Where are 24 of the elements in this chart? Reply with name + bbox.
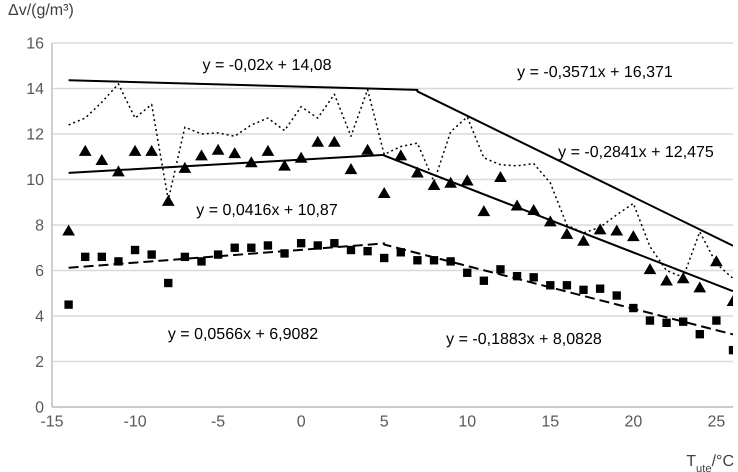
x-tick-label: 25 bbox=[707, 413, 726, 430]
annotation: y = 0,0566x + 6,9082 bbox=[168, 326, 318, 343]
y-tick-label: 4 bbox=[35, 308, 44, 326]
x-tick-label: -5 bbox=[210, 413, 226, 430]
x-tick-label: 15 bbox=[541, 413, 560, 430]
x-tick-label: 20 bbox=[624, 413, 642, 430]
y-tick-label: 8 bbox=[35, 218, 44, 235]
x-tick-label: 5 bbox=[380, 413, 389, 430]
x-tick-label: -10 bbox=[123, 413, 147, 430]
annotation: y = -0,1883x + 8,0828 bbox=[446, 331, 602, 348]
y-axis-title: Δv/(g/m³) bbox=[8, 2, 74, 19]
y-tick-label: 10 bbox=[26, 172, 44, 190]
y-tick-label: 16 bbox=[26, 36, 44, 53]
annotation: y = 0,0416x + 10,87 bbox=[196, 202, 338, 219]
x-tick-label: 10 bbox=[458, 413, 476, 430]
x-axis-title: T$_{ute}$/°C bbox=[686, 453, 734, 472]
y-tick-label: 14 bbox=[26, 81, 44, 98]
y-tick-label: 6 bbox=[35, 263, 44, 280]
annotation: y = -0,2841x + 12,475 bbox=[558, 144, 714, 161]
y-tick-label: 2 bbox=[35, 354, 44, 372]
x-tick-label: 0 bbox=[296, 413, 306, 430]
annotation: y = -0,3571x + 16,371 bbox=[517, 64, 673, 81]
y-tick-label: 12 bbox=[26, 126, 44, 144]
annotation: y = -0,02x + 14,08 bbox=[202, 57, 332, 74]
